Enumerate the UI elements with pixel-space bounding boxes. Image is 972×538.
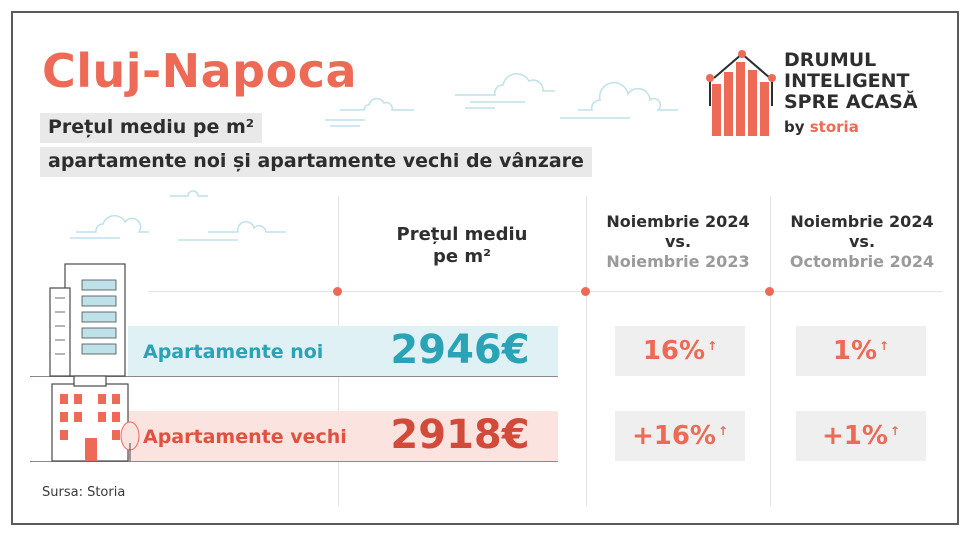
source-note: Sursa: Storia [42,485,126,500]
change-yoy-old: +16% ↑ [615,411,745,461]
logo-line-3: SPRE ACASĂ [784,91,918,113]
column-header-yoy: Noiembrie 2024 vs. Noiembrie 2023 [596,212,760,272]
yoy-head-line-3: Noiembrie 2023 [606,252,750,271]
arrow-up-icon: ↑ [889,424,900,438]
logo-line-1: DRUMUL [784,49,877,71]
row-label-old: Apartamente vechi [143,426,347,448]
row-old-apartments [128,411,558,461]
logo-by-storia: by storia [784,118,859,136]
ground-line [30,461,558,462]
yoy-head-line-2: vs. [664,232,692,251]
yoy-head-line-1: Noiembrie 2024 [606,212,750,231]
divider-dot [765,287,774,296]
arrow-up-icon: ↑ [717,424,729,438]
change-yoy-new: 16% ↑ [615,326,745,376]
column-divider [770,196,771,506]
column-divider [586,196,587,506]
price-head-line-2: pe m² [433,246,491,267]
price-new-apartments: 2946€ [390,327,530,373]
change-value: 16% [642,336,706,366]
arrow-up-icon: ↑ [707,339,718,353]
mom-head-line-1: Noiembrie 2024 [790,212,934,231]
change-value: 1% [832,336,878,366]
buildings-illustration-icon [49,263,140,462]
column-header-price: Prețul mediu pe m² [382,224,542,268]
column-header-mom: Noiembrie 2024 vs. Octombrie 2024 [780,212,944,272]
divider-dot [581,287,590,296]
row-new-apartments [128,326,558,376]
divider-dot [333,287,342,296]
arrow-up-icon: ↑ [879,339,890,353]
logo-line-2: INTELIGENT [784,70,910,92]
row-label-new: Apartamente noi [143,341,324,363]
logo-brand: storia [809,118,859,136]
price-head-line-1: Prețul mediu [396,224,528,245]
logo-wordmark: DRUMUL INTELIGENT SPRE ACASĂ [784,50,918,113]
logo-by: by [784,118,805,136]
mom-head-line-2: vs. [848,232,876,251]
change-mom-old: +1% ↑ [796,411,926,461]
subtitle-apartments: apartamente noi și apartamente vechi de … [40,147,592,177]
header-divider [148,291,943,292]
storia-house-logo-icon [706,50,776,136]
ground-line [30,376,558,377]
change-value: +1% [822,421,888,451]
change-value: +16% [631,421,716,451]
change-mom-new: 1% ↑ [796,326,926,376]
price-old-apartments: 2918€ [390,412,530,458]
subtitle-price-per-m2: Prețul mediu pe m² [40,113,263,143]
mom-head-line-3: Octombrie 2024 [789,252,935,271]
page-title: Cluj-Napoca [42,44,358,98]
